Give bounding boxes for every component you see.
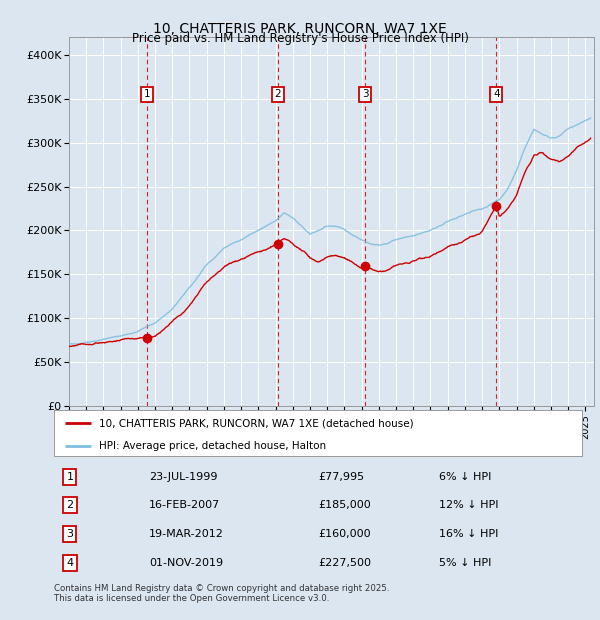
Text: Price paid vs. HM Land Registry's House Price Index (HPI): Price paid vs. HM Land Registry's House … <box>131 32 469 45</box>
Text: 4: 4 <box>66 558 73 568</box>
Text: 16-FEB-2007: 16-FEB-2007 <box>149 500 220 510</box>
Text: £227,500: £227,500 <box>318 558 371 568</box>
Text: 5% ↓ HPI: 5% ↓ HPI <box>439 558 492 568</box>
Text: £185,000: £185,000 <box>318 500 371 510</box>
Text: 16% ↓ HPI: 16% ↓ HPI <box>439 529 499 539</box>
Text: 19-MAR-2012: 19-MAR-2012 <box>149 529 224 539</box>
Text: 23-JUL-1999: 23-JUL-1999 <box>149 472 218 482</box>
Text: £77,995: £77,995 <box>318 472 364 482</box>
Text: 10, CHATTERIS PARK, RUNCORN, WA7 1XE (detached house): 10, CHATTERIS PARK, RUNCORN, WA7 1XE (de… <box>99 418 413 428</box>
Text: 3: 3 <box>362 89 368 99</box>
Text: 01-NOV-2019: 01-NOV-2019 <box>149 558 223 568</box>
Text: 1: 1 <box>67 472 73 482</box>
Text: 4: 4 <box>493 89 500 99</box>
Text: £160,000: £160,000 <box>318 529 371 539</box>
Text: 2: 2 <box>66 500 73 510</box>
Text: 3: 3 <box>67 529 73 539</box>
Text: 2: 2 <box>274 89 281 99</box>
Text: 6% ↓ HPI: 6% ↓ HPI <box>439 472 492 482</box>
Text: 12% ↓ HPI: 12% ↓ HPI <box>439 500 499 510</box>
Text: 1: 1 <box>144 89 151 99</box>
Text: HPI: Average price, detached house, Halton: HPI: Average price, detached house, Halt… <box>99 441 326 451</box>
Text: 10, CHATTERIS PARK, RUNCORN, WA7 1XE: 10, CHATTERIS PARK, RUNCORN, WA7 1XE <box>153 22 447 36</box>
Text: Contains HM Land Registry data © Crown copyright and database right 2025.
This d: Contains HM Land Registry data © Crown c… <box>54 584 389 603</box>
